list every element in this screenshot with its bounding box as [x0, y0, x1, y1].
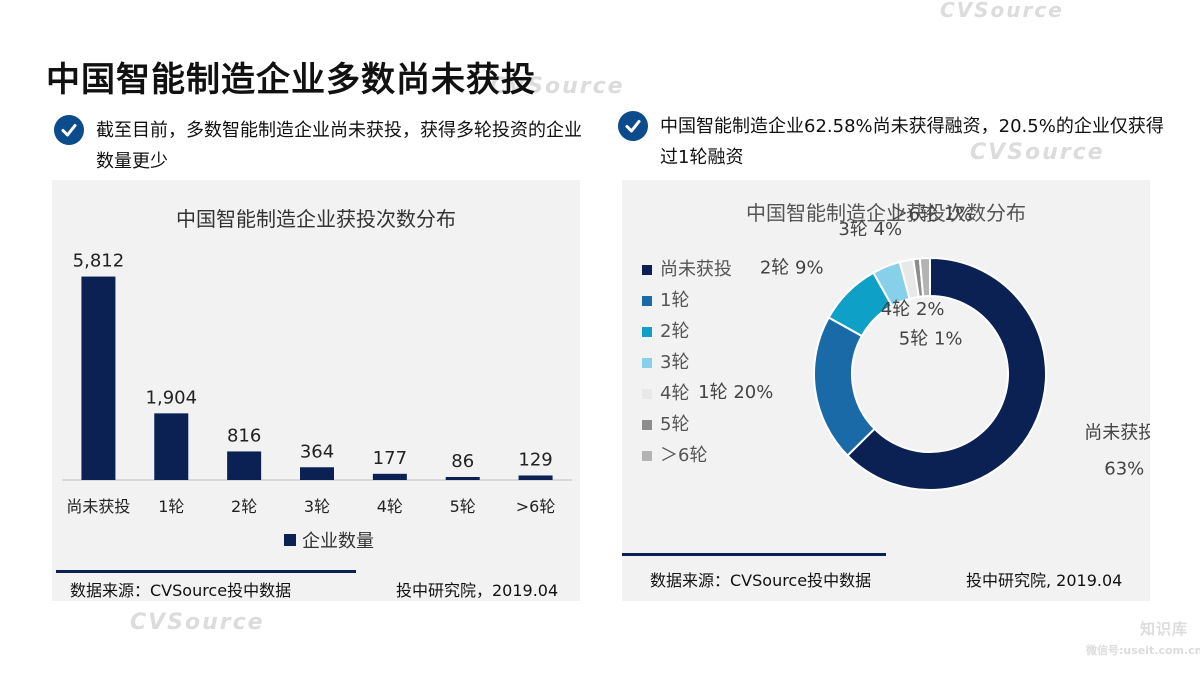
donut-chart-panel: 中国智能制造企业获投次数分布 尚未获投 1轮 2轮 3轮 4轮 5轮 ＞6轮 尚未获投 63%… [622, 180, 1150, 601]
bar-chart-panel: 中国智能制造企业获投次数分布 5,812 尚未获投 1,904 1轮 816 2轮 364 3… [52, 180, 580, 601]
right-footer-rule [622, 553, 886, 556]
legend-label: 4轮 [660, 383, 689, 404]
legend-swatch [642, 420, 652, 430]
legend-label: 2轮 [660, 321, 689, 342]
legend-swatch [642, 451, 652, 461]
page-title: 中国智能制造企业多数尚未获投 [46, 60, 536, 100]
left-footer-rule [56, 570, 356, 573]
bar [154, 413, 189, 480]
right-source: 数据来源：CVSource投中数据 [650, 571, 872, 590]
bar [445, 476, 480, 480]
bar [300, 467, 334, 480]
legend-label: ＞6轮 [660, 445, 707, 466]
legend-label: 5轮 [660, 414, 689, 435]
bar-value-label: 5,812 [73, 251, 125, 272]
legend-swatch [642, 327, 652, 337]
donut-slice [846, 256, 1047, 491]
bullet-right: 中国智能制造企业62.58%尚未获得融资，20.5%的企业仅获得过1轮融资 [618, 111, 1178, 173]
bar-value-label: 364 [300, 441, 334, 462]
legend-swatch [642, 265, 652, 275]
left-source: 数据来源：CVSource投中数据 [70, 581, 292, 600]
donut-data-label: 2轮 9% [760, 258, 824, 279]
donut-data-label: 尚未获投 63% [1084, 423, 1150, 480]
legend-label: 3轮 [660, 352, 689, 373]
watermark-title: CVSource [490, 74, 625, 99]
watermark-bottom-left: CVSource [130, 610, 265, 635]
check-circle-icon [54, 115, 84, 145]
bar-category-label: 1轮 [158, 497, 184, 516]
donut-chart: 中国智能制造企业获投次数分布 尚未获投 1轮 2轮 3轮 4轮 5轮 ＞6轮 尚未获投 63%… [642, 201, 1150, 491]
watermark-right: CVSource [970, 140, 1105, 165]
legend-swatch [642, 389, 652, 399]
bar-category-label: 5轮 [450, 497, 476, 516]
bar [518, 475, 553, 480]
legend-label: 1轮 [660, 290, 689, 311]
corner-watermark-sub: 微信号:useit.com.cn [1086, 644, 1200, 657]
bar-value-label: 86 [451, 451, 474, 472]
right-org-date: 投中研究院, 2019.04 [966, 571, 1123, 590]
bar-value-label: 177 [373, 448, 407, 469]
donut-data-label: 3轮 4% [838, 219, 902, 240]
bar [227, 451, 262, 480]
bar-category-label: 2轮 [231, 497, 257, 516]
legend-swatch [642, 296, 652, 306]
bar-category-label: 尚未获投 [66, 497, 130, 516]
watermark-top: CVSource [940, 0, 1064, 22]
bar [372, 473, 407, 480]
bar-legend: 企业数量 [284, 531, 374, 552]
left-org-date: 投中研究院，2019.04 [396, 581, 559, 600]
donut-data-label: ＞6轮 1% [891, 204, 973, 225]
bar-value-label: 816 [227, 425, 261, 446]
bar-value-label: 129 [518, 449, 552, 470]
bullet-left-text: 截至目前，多数智能制造企业尚未获投，获得多轮投资的企业数量更少 [96, 120, 582, 172]
bar-value-label: 1,904 [146, 387, 198, 408]
bar [81, 276, 116, 480]
corner-watermark-name: 知识库 [1140, 620, 1189, 638]
donut-slice [813, 316, 876, 457]
donut-data-label: 1轮 20% [698, 382, 773, 403]
legend-swatch [284, 534, 296, 546]
bullet-right-text: 中国智能制造企业62.58%尚未获得融资，20.5%的企业仅获得过1轮融资 [660, 116, 1164, 168]
donut-data-label: 5轮 1% [899, 328, 963, 349]
legend-swatch [642, 358, 652, 368]
donut-slice [918, 256, 931, 298]
bar-chart-title: 中国智能制造企业获投次数分布 [176, 207, 456, 231]
bullet-left: 截至目前，多数智能制造企业尚未获投，获得多轮投资的企业数量更少 [54, 115, 594, 177]
donut-data-label: 4轮 2% [881, 299, 945, 320]
bar-category-label: 4轮 [377, 497, 403, 516]
check-circle-icon [618, 111, 648, 141]
bar-chart: 中国智能制造企业获投次数分布 5,812 尚未获投 1,904 1轮 816 2轮 364 3… [62, 207, 572, 552]
legend-label: 企业数量 [302, 531, 374, 552]
bar-category-label: >6轮 [516, 497, 556, 516]
donut-chart-title: 中国智能制造企业获投次数分布 [746, 201, 1026, 225]
legend-label: 尚未获投 [660, 259, 732, 280]
bar-category-label: 3轮 [304, 497, 330, 516]
